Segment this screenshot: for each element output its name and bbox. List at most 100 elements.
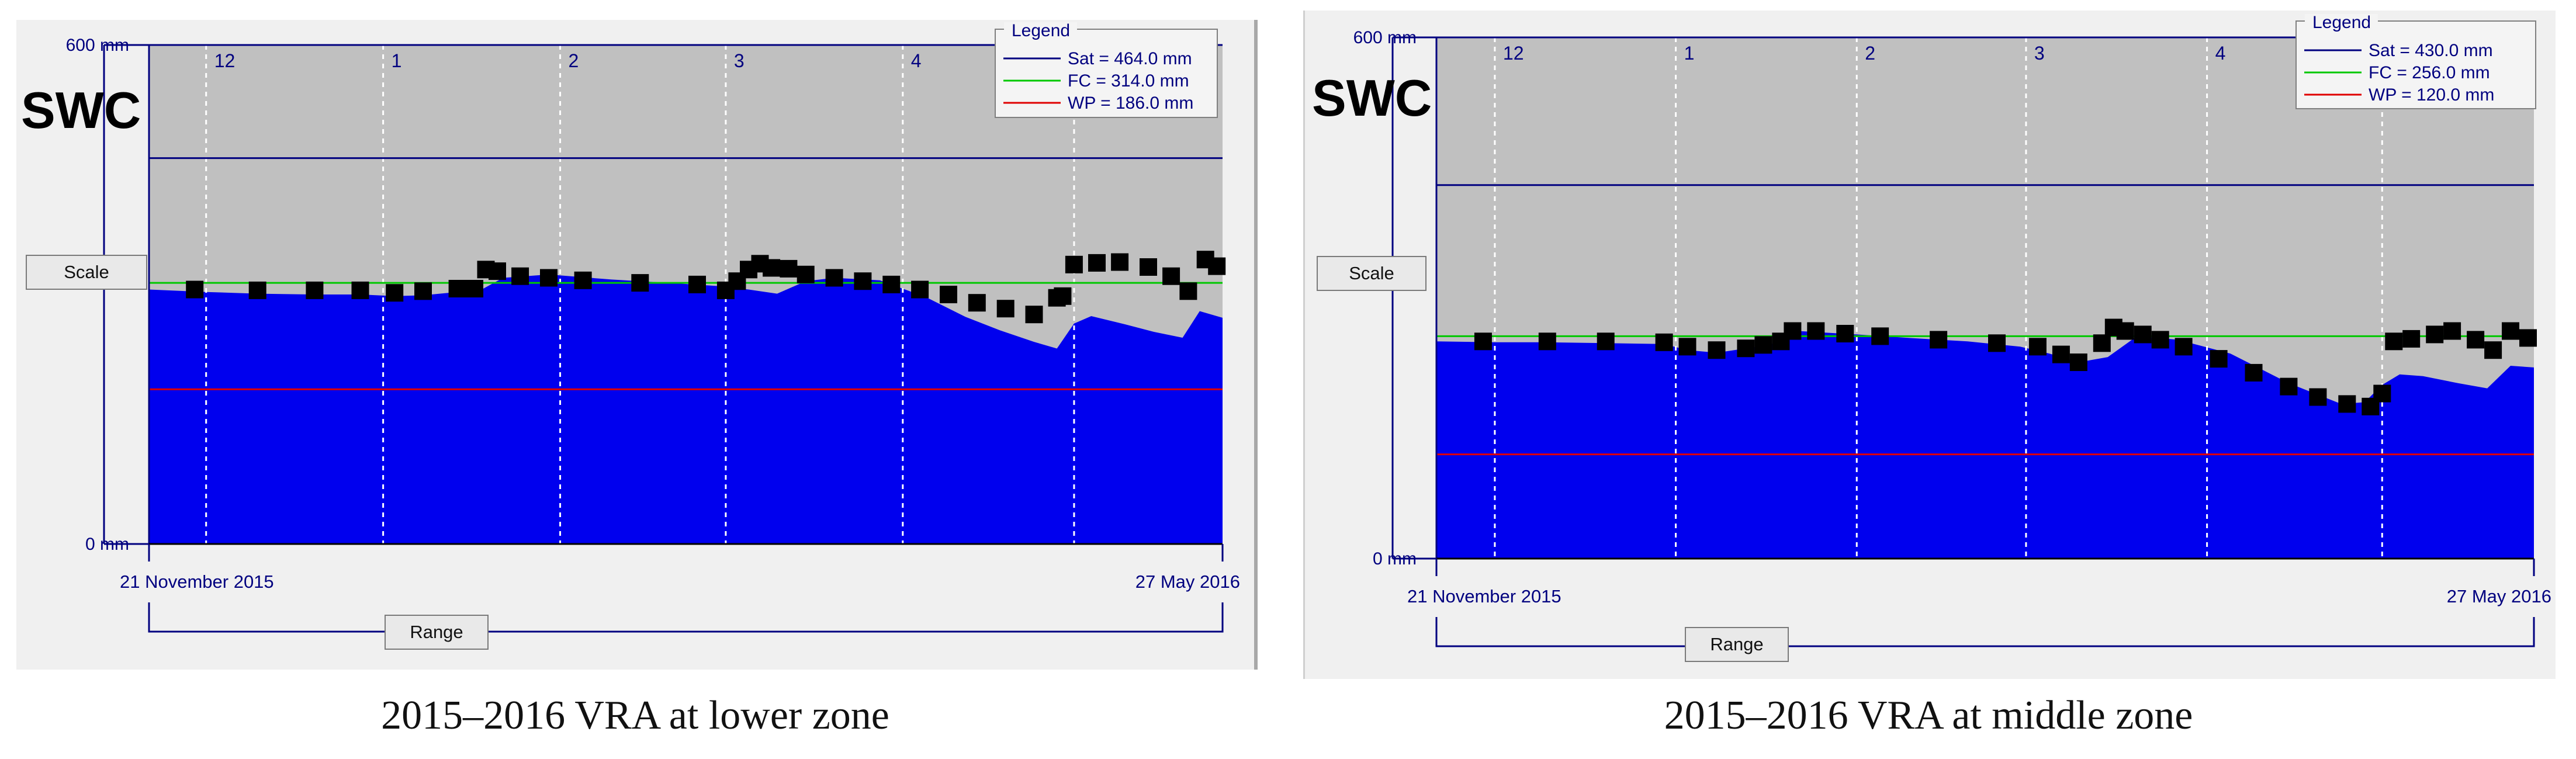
axes [103, 44, 1224, 633]
swc-marker [2373, 384, 2391, 403]
caption-lower-zone: 2015–2016 VRA at lower zone [381, 693, 889, 738]
month-tick-label: 2 [569, 50, 579, 71]
reference-lines [1436, 184, 2534, 456]
marker-layer [1474, 318, 2537, 415]
swc-marker [2443, 322, 2461, 340]
swc-marker [1208, 257, 1226, 275]
swc-marker [911, 280, 929, 299]
swc-marker [1655, 333, 1673, 351]
y-axis-top-label: 600 mm [66, 36, 129, 55]
swc-marker [414, 282, 432, 300]
swc-marker [2402, 330, 2421, 348]
swc-marker [1474, 332, 1492, 351]
chart-panel-middle-zone: 1212345 SWC 600 mm 0 mm 21 November 2015… [1303, 11, 2556, 679]
month-tick-label: 3 [734, 50, 745, 71]
y-axis-bottom-label: 0 mm [85, 535, 129, 554]
x-end-date: 27 May 2016 [1135, 571, 1240, 592]
swc-marker [1737, 339, 1755, 358]
swc-marker [2502, 322, 2519, 340]
range-bracket [148, 602, 1224, 633]
swc-marker [2280, 377, 2298, 396]
legend-box: Legend Sat = 430.0 mm FC = 256.0 mm WP =… [2295, 13, 2536, 109]
swc-marker [2245, 363, 2263, 382]
blue-area-layer [1436, 331, 2534, 559]
swc-marker [1111, 253, 1129, 271]
month-tick-label: 1 [392, 50, 402, 71]
swc-marker [351, 281, 369, 299]
x-start-date: 21 November 2015 [1407, 586, 1561, 606]
swc-marker [996, 300, 1015, 318]
swc-marker [448, 280, 466, 297]
marker-layer [186, 251, 1226, 324]
swc-marker [1708, 341, 1726, 359]
swc-marker [1988, 334, 2006, 352]
y-axis-top-label: 600 mm [1353, 28, 1417, 47]
swc-marker [1754, 336, 1772, 354]
month-tick-label: 12 [1503, 43, 1524, 64]
swc-marker [631, 274, 649, 292]
legend-title: Legend [2312, 13, 2371, 32]
swc-marker [2309, 388, 2327, 406]
swc-marker [2210, 350, 2228, 368]
legend-box: Legend Sat = 464.0 mm FC = 314.0 mm WP =… [995, 21, 1218, 118]
swc-area [149, 274, 1223, 544]
swc-marker [2175, 338, 2193, 356]
swc-area [1436, 331, 2534, 559]
swc-marker [1538, 332, 1556, 351]
legend-title: Legend [1012, 21, 1070, 40]
legend-title-background [1004, 22, 1077, 37]
scale-button[interactable]: Scale [26, 255, 147, 290]
swc-marker [466, 280, 483, 297]
legend-label-fc: FC = 256.0 mm [2369, 63, 2490, 82]
month-tick-label: 12 [214, 50, 236, 71]
legend-label-sat: Sat = 464.0 mm [1068, 49, 1192, 68]
swc-marker [940, 286, 957, 303]
swc-marker [1025, 306, 1043, 324]
legend-label-sat: Sat = 430.0 mm [2369, 41, 2493, 60]
month-tick-label: 1 [1684, 43, 1695, 64]
swc-marker [688, 275, 706, 293]
month-tick-label: 4 [911, 50, 922, 71]
x-end-date: 27 May 2016 [2447, 586, 2551, 606]
legend-label-wp: WP = 186.0 mm [1068, 93, 1193, 113]
swc-marker [2116, 322, 2134, 340]
swc-marker [825, 269, 843, 287]
chart-panel-lower-zone: 1212345 SWC 600 mm 0 mm 21 November 2015… [16, 20, 1258, 670]
swc-marker [1088, 254, 1106, 272]
legend-label-fc: FC = 314.0 mm [1068, 71, 1189, 91]
swc-marker [2028, 338, 2047, 356]
blue-area-layer [149, 274, 1223, 544]
swc-marker [1162, 267, 1180, 285]
swc-marker [540, 269, 558, 287]
swc-marker [968, 294, 986, 312]
swc-marker [2052, 345, 2070, 363]
swc-marker [2134, 325, 2152, 344]
swc-marker [386, 284, 404, 302]
swc-chart-middle: 1212345 SWC 600 mm 0 mm 21 November 2015… [1312, 13, 2551, 647]
swc-marker [1065, 255, 1083, 273]
swc-chart-lower: 1212345 SWC 600 mm 0 mm 21 November 2015… [21, 21, 1240, 633]
swc-marker [2484, 341, 2502, 359]
y-axis-bottom-label: 0 mm [1373, 549, 1417, 569]
swc-marker [1784, 322, 1802, 340]
x-start-date: 21 November 2015 [120, 571, 274, 592]
swc-marker [248, 281, 266, 299]
month-tick-label: 3 [2034, 43, 2045, 64]
range-bracket [1435, 617, 2535, 647]
swc-marker [882, 275, 901, 293]
swc-marker [2467, 331, 2485, 349]
swc-marker [511, 267, 529, 285]
swc-marker [186, 280, 204, 299]
range-button[interactable]: Range [1685, 627, 1789, 662]
legend-title-background [2305, 14, 2378, 29]
swc-marker [2151, 331, 2169, 349]
swc-marker [1807, 322, 1825, 340]
chart-title: SWC [1312, 69, 1432, 127]
swc-marker [2069, 353, 2087, 371]
swc-marker [854, 272, 872, 290]
swc-marker [2519, 329, 2537, 347]
caption-middle-zone: 2015–2016 VRA at middle zone [1664, 693, 2193, 738]
swc-marker [1140, 258, 1157, 276]
range-button[interactable]: Range [385, 615, 489, 650]
scale-button[interactable]: Scale [1317, 256, 1427, 291]
